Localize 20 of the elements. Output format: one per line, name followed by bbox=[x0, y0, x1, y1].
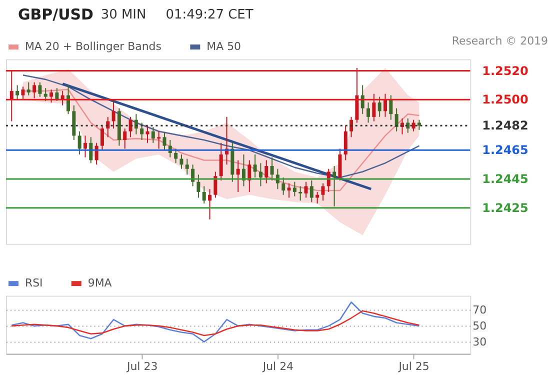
y-tick-label: 50 bbox=[472, 319, 487, 332]
ref-line-label: 1.2500 bbox=[482, 92, 528, 107]
ref-line-label: 1.2425 bbox=[482, 200, 528, 215]
ref-line-label: 1.2445 bbox=[482, 172, 528, 186]
y-tick-label: 30 bbox=[472, 335, 487, 348]
ref-line-label: 1.2520 bbox=[482, 64, 528, 78]
x-tick-label: Jul 24 bbox=[262, 360, 294, 374]
text: 01:49:27 CET bbox=[166, 7, 254, 22]
x-tick-label: Jul 25 bbox=[398, 360, 430, 374]
legend-label: RSI bbox=[24, 276, 43, 290]
legend-label: MA 50 bbox=[206, 40, 242, 53]
y-tick-label: 70 bbox=[472, 304, 487, 317]
ref-line-label: 1.2482 bbox=[482, 118, 528, 133]
text: Research © 2019 bbox=[452, 34, 548, 48]
chart-title: GBP/USD bbox=[18, 5, 94, 24]
legend-label: 9MA bbox=[88, 276, 112, 290]
ref-line-label: 1.2465 bbox=[482, 143, 528, 158]
x-tick-label: Jul 23 bbox=[126, 360, 158, 374]
legend-label: MA 20 + Bollinger Bands bbox=[24, 40, 162, 53]
text: 30 MIN bbox=[100, 7, 146, 22]
